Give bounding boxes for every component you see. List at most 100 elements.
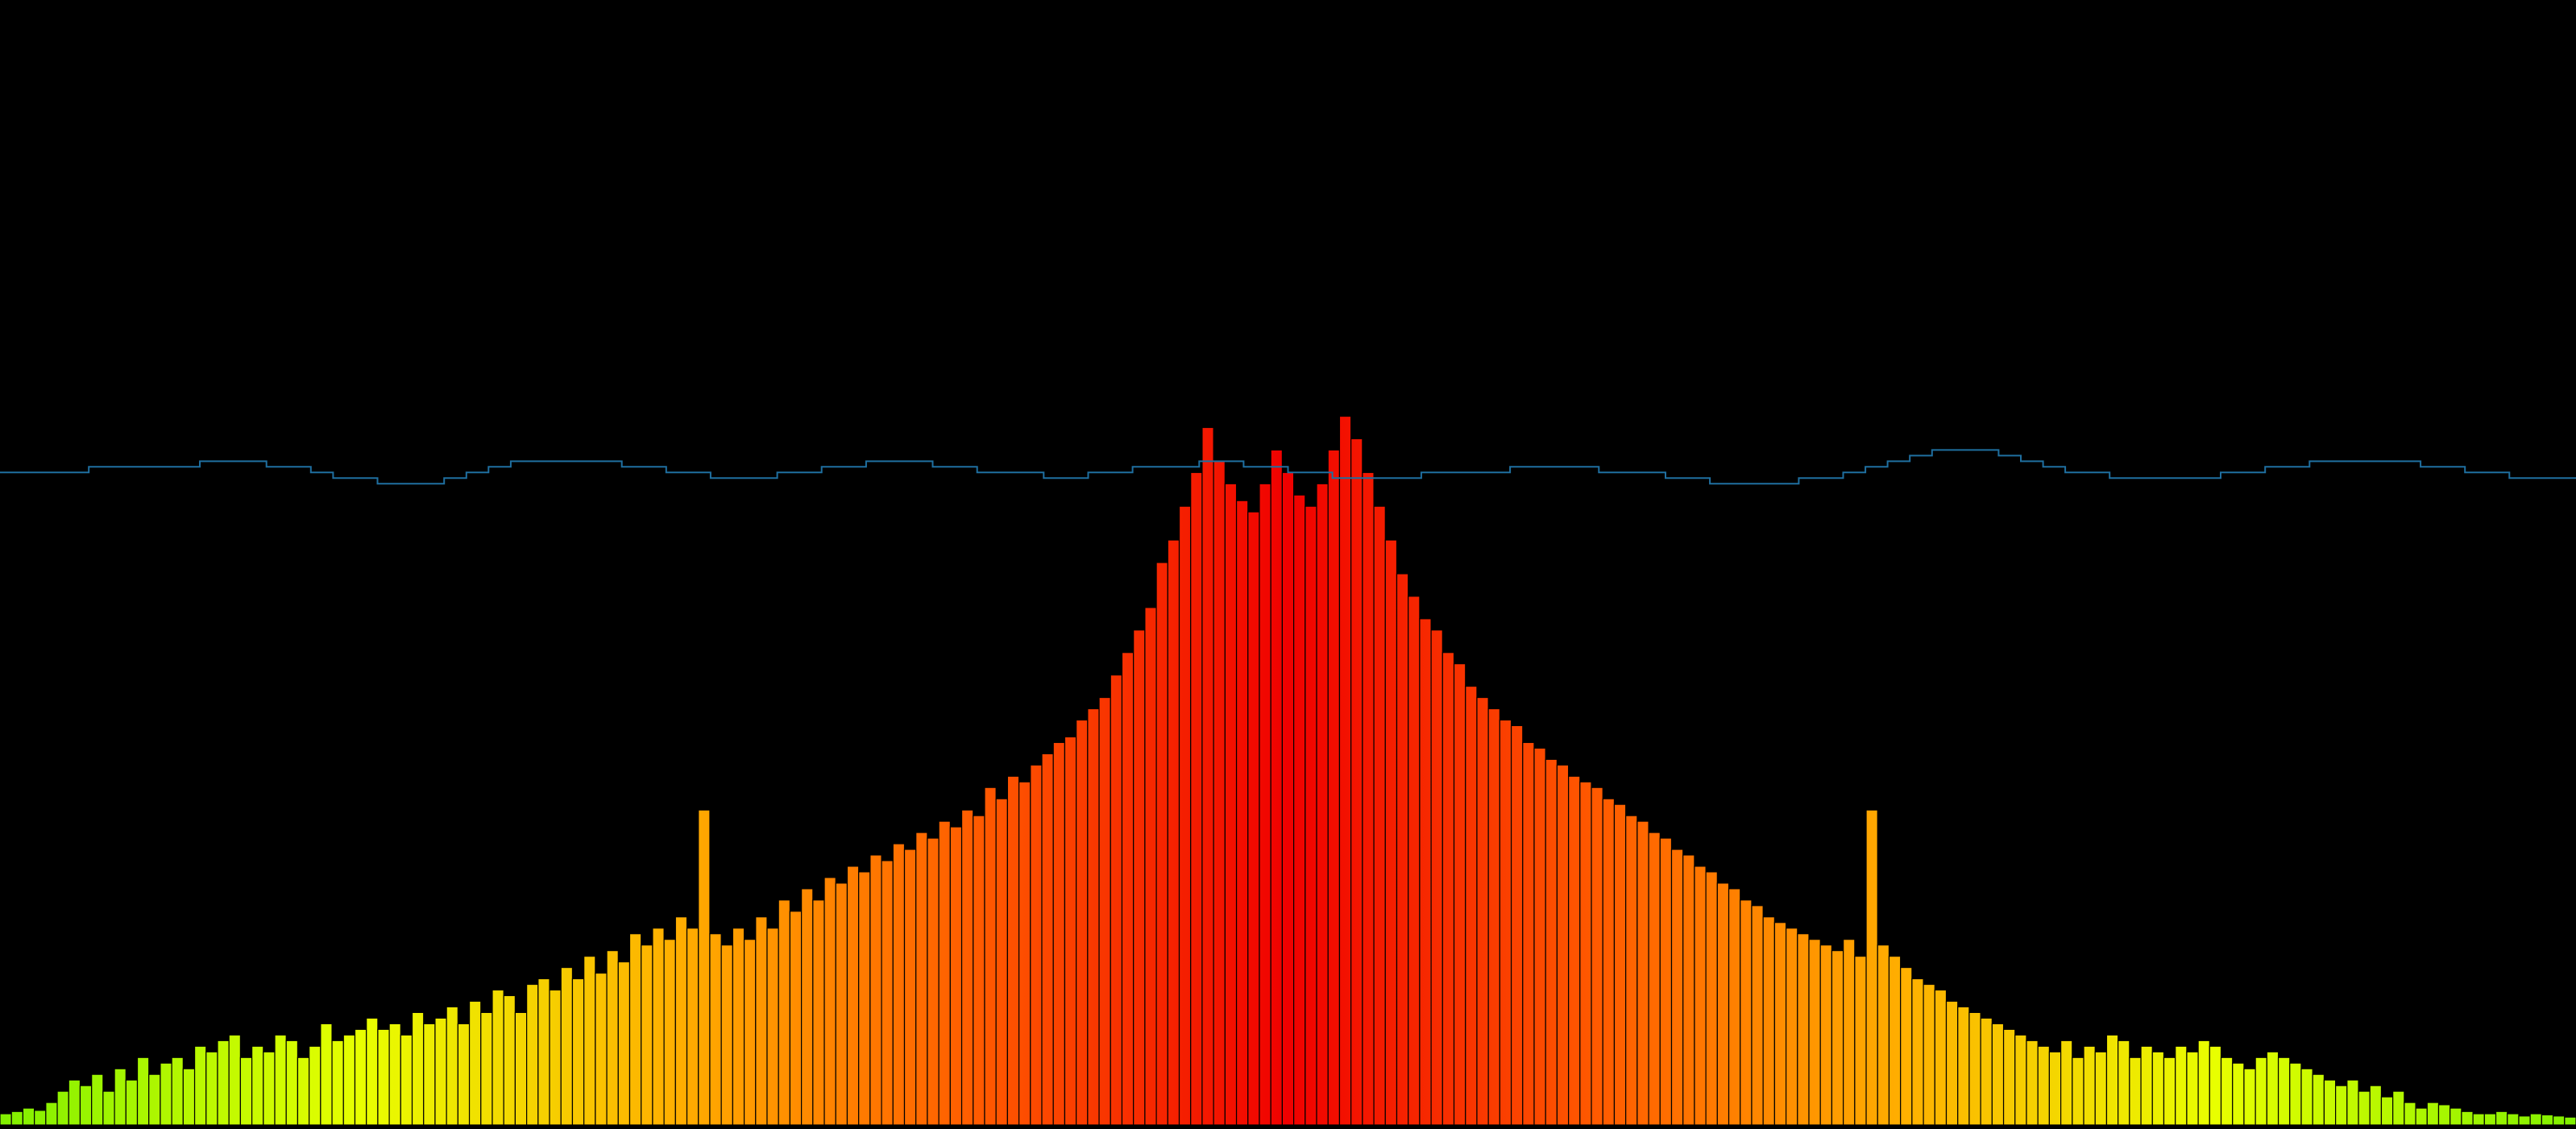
spectrum-bar (366, 1017, 379, 1126)
spectrum-bar (1545, 758, 1558, 1126)
spectrum-bar (652, 928, 665, 1126)
spectrum-bar (949, 826, 963, 1126)
spectrum-bar (537, 977, 550, 1126)
spectrum-bar (720, 944, 733, 1126)
spectrum-bar (892, 843, 906, 1126)
spectrum-bar (801, 888, 814, 1126)
spectrum-bar (1705, 871, 1718, 1126)
spectrum-bar (560, 966, 574, 1126)
spectrum-bar (1270, 449, 1283, 1126)
spectrum-bar (2495, 1110, 2508, 1126)
spectrum-bar (812, 899, 825, 1126)
spectrum-bar (995, 798, 1008, 1126)
spectrum-bar (1396, 573, 1409, 1126)
spectrum-bar (1362, 471, 1375, 1126)
spectrum-bar (903, 849, 917, 1126)
spectrum-bar (148, 1073, 161, 1126)
spectrum-bar (1224, 483, 1238, 1126)
spectrum-bar (2220, 1056, 2234, 1126)
spectrum-bar (1934, 989, 1948, 1126)
spectrum-bar (0, 1113, 12, 1126)
spectrum-bar (22, 1107, 35, 1126)
spectrum-bar (1327, 449, 1341, 1126)
spectrum-bar (2186, 1051, 2199, 1126)
spectrum-bar (1110, 674, 1123, 1126)
spectrum-bar (1797, 933, 1810, 1126)
spectrum-bar (1625, 815, 1638, 1126)
spectrum-bar (766, 928, 779, 1126)
spectrum-bar (182, 1068, 196, 1126)
spectrum-bar (2483, 1113, 2497, 1126)
spectrum-bar (160, 1062, 172, 1126)
spectrum-bar (2449, 1107, 2462, 1126)
spectrum-bars (0, 415, 2576, 1126)
spectrum-bar (1292, 494, 1306, 1126)
spectrum-bar (1006, 775, 1020, 1126)
spectrum-bar (1408, 596, 1421, 1126)
spectrum-bar (263, 1051, 276, 1126)
spectrum-bar (1316, 483, 1329, 1126)
spectrum-bar (1030, 764, 1043, 1126)
spectrum-bar (492, 989, 504, 1126)
spectrum-bar (1419, 618, 1432, 1126)
spectrum-bar (709, 933, 722, 1126)
spectrum-bar (1076, 719, 1089, 1126)
spectrum-bar (1556, 764, 1570, 1126)
spectrum-bar (1968, 1011, 1981, 1126)
spectrum-bar (79, 1085, 93, 1126)
spectrum-bar (2289, 1062, 2302, 1126)
spectrum-bar (480, 1011, 493, 1126)
spectrum-bar (2392, 1090, 2405, 1126)
spectrum-bar (2529, 1113, 2542, 1126)
spectrum-bar (2118, 1040, 2130, 1126)
spectrum-bar (1865, 809, 1878, 1126)
spectrum-bar (125, 1079, 139, 1126)
spectrum-bar (2426, 1102, 2440, 1126)
spectrum-bar (388, 1023, 401, 1126)
spectrum-bar (835, 882, 848, 1126)
spectrum-bar (1670, 849, 1684, 1126)
spectrum-bar (10, 1110, 24, 1126)
spectrum-bar (1923, 983, 1935, 1126)
spectrum-bar (1350, 438, 1363, 1126)
spectrum-bar (2151, 1051, 2165, 1126)
spectrum-bar (45, 1102, 58, 1126)
spectrum-bar (446, 1006, 458, 1126)
spectrum-bar (1121, 652, 1135, 1126)
spectrum-bar (938, 820, 951, 1126)
spectrum-bar (1235, 500, 1249, 1126)
spectrum-bar (960, 809, 974, 1126)
spectrum-bar (217, 1040, 230, 1126)
spectrum-bar (2163, 1056, 2176, 1126)
spectrum-bar (377, 1028, 390, 1126)
spectrum-bar (503, 994, 516, 1126)
spectrum-bar (927, 837, 940, 1126)
spectrum-bar (2197, 1040, 2210, 1126)
spectrum-bar (34, 1110, 47, 1126)
spectrum-bar (2380, 1096, 2394, 1126)
spectrum-bar (1384, 539, 1398, 1126)
spectrum-bar (1785, 928, 1798, 1126)
spectrum-bar (732, 928, 745, 1126)
spectrum-bar (1476, 696, 1489, 1126)
spectrum-bar (56, 1090, 69, 1126)
spectrum-bar (2369, 1085, 2383, 1126)
peak-level-line (0, 449, 2576, 485)
spectrum-bar (514, 1011, 528, 1126)
spectrum-bar (698, 809, 711, 1126)
spectrum-bar (2507, 1113, 2520, 1126)
spectrum-bar (102, 1090, 115, 1126)
spectrum-bar (1659, 837, 1673, 1126)
spectrum-bar (617, 961, 631, 1126)
spectrum-bar (1694, 865, 1707, 1126)
spectrum-bar (549, 989, 562, 1126)
spectrum-bar (193, 1045, 207, 1126)
spectrum-bar (1728, 888, 1741, 1126)
spectrum-bar (228, 1034, 241, 1126)
spectrum-bar (1247, 511, 1260, 1126)
spectrum-bar (2404, 1102, 2416, 1126)
spectrum-bar (2026, 1040, 2039, 1126)
spectrum-bar (1052, 741, 1066, 1126)
spectrum-bar (423, 1023, 436, 1126)
